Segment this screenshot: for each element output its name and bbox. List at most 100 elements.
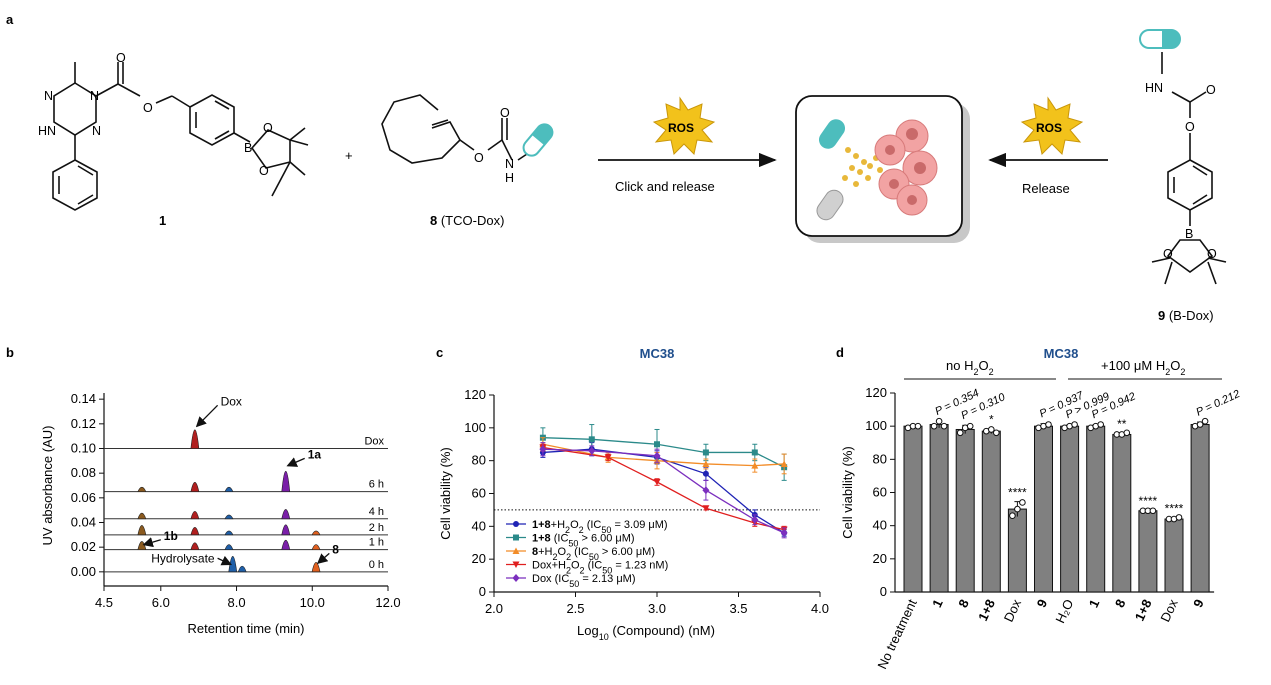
chromatogram-peak <box>137 512 147 520</box>
group-label-part: 2 <box>973 367 978 377</box>
replicate-point <box>935 417 943 425</box>
replicate-point <box>1071 421 1078 428</box>
data-point <box>751 462 759 469</box>
bar <box>1112 433 1132 593</box>
legend-entry-part: 8 <box>532 546 538 558</box>
x-tick-label: 6.0 <box>152 595 170 610</box>
legend-entry: Dox+H2O2 (IC50 = 1.23 nM) <box>532 560 668 576</box>
x-axis-label: Log10 (Compound) (nM) <box>577 623 715 642</box>
legend-entry-part: 50 <box>601 525 611 535</box>
legend-entry: 1+8 (IC50 > 6.00 μM) <box>532 533 635 549</box>
atom-label: H <box>505 171 514 185</box>
replicate-point <box>1014 505 1021 513</box>
group-label-part: no H <box>946 358 973 373</box>
legend-entry-part: 2 <box>553 552 558 562</box>
data-point <box>702 470 709 477</box>
replicate-point <box>1149 507 1157 515</box>
compound-8-label: 8 (TCO-Dox) <box>430 213 504 228</box>
x-axis-label-part: Log <box>577 623 599 638</box>
peak-annotation: Dox <box>221 394 242 408</box>
category-label: 1 <box>1086 597 1103 610</box>
legend-entry-part: 1+8 <box>532 519 551 531</box>
atom-label: HN <box>1145 81 1163 95</box>
legend-entry-part: (IC <box>552 573 570 585</box>
significance-stars: **** <box>1165 502 1184 516</box>
plus-sign: + <box>345 148 353 163</box>
chromatogram-peak <box>190 526 200 536</box>
replicate-point <box>1201 417 1209 425</box>
chromatogram-peak <box>281 524 291 536</box>
legend-entry-part: = 2.13 μM) <box>579 573 635 585</box>
y-tick-label: 0.04 <box>71 515 96 530</box>
atom-label: N <box>505 157 514 171</box>
replicate-point <box>940 422 948 430</box>
atom-label: N <box>92 124 101 138</box>
group-label: +100 μM H2O2 <box>1101 358 1185 377</box>
data-point <box>751 449 758 456</box>
chromatogram-peak <box>224 514 234 520</box>
replicate-point <box>993 429 1000 437</box>
legend-entry-part: 1+8 <box>532 533 551 545</box>
legend-entry-part: (IC <box>584 519 602 531</box>
cell-release-illustration <box>795 95 970 243</box>
replicate-point <box>1196 421 1204 428</box>
chromatogram-peak <box>190 510 200 520</box>
replicate-point <box>956 429 964 437</box>
data-point <box>588 436 595 443</box>
hplc-chart: 0.00 0.02 0.04 0.06 0.08 0.10 0.12 0.14 4.5 6.0 8.… <box>40 391 401 636</box>
atom-label: O <box>259 164 269 178</box>
legend-entry-part: (IC <box>585 560 603 572</box>
bar <box>1190 424 1210 593</box>
panel-c-letter: c <box>436 345 443 360</box>
ros-burst-right: ROS <box>1020 96 1084 156</box>
p-value-label: P = 0.212 <box>1194 388 1242 419</box>
category-label: 8 <box>1112 597 1129 610</box>
y-tick-label: 20 <box>472 551 486 566</box>
trace-label: 0 h <box>369 559 384 571</box>
atom-label: O <box>1207 247 1217 261</box>
legend-entry-part: = 3.09 μM) <box>611 519 667 531</box>
chromatogram-peak <box>311 562 321 573</box>
data-point <box>780 460 788 467</box>
group-label-part: 2 <box>1165 367 1170 377</box>
series-line <box>542 448 785 534</box>
group-label-part: +100 μM H <box>1101 358 1165 373</box>
y-tick-label: 0.14 <box>71 391 96 406</box>
data-point <box>654 441 660 448</box>
click-release-label: Click and release <box>615 179 715 194</box>
legend-entry-part: (IC <box>571 546 589 558</box>
atom-label: B <box>1185 227 1193 241</box>
category-label: No treatment <box>874 597 920 672</box>
legend-entry-part: 50 <box>589 552 599 562</box>
group-label-part: O <box>978 358 988 373</box>
y-tick-label: 40 <box>873 518 887 533</box>
data-point <box>512 574 520 582</box>
y-tick-label: 0 <box>880 584 887 599</box>
significance-stars: **** <box>1008 486 1027 500</box>
legend-entry-part: 2 <box>580 566 585 576</box>
bar <box>1164 518 1184 593</box>
group-label-part: 2 <box>1180 367 1185 377</box>
peak-annotation: Hydrolysate <box>151 551 215 565</box>
chromatogram-peak <box>190 429 200 449</box>
group-label: no H2O2 <box>946 358 994 377</box>
atom-label: B <box>244 141 252 155</box>
series-line <box>542 443 785 467</box>
atom-label: O <box>1185 120 1195 134</box>
annotation-arrow <box>195 404 219 428</box>
compound-9-number: 9 <box>1158 308 1165 323</box>
replicate-point <box>1019 499 1026 506</box>
atom-label: N <box>90 89 99 103</box>
data-point <box>653 451 661 460</box>
data-point <box>751 515 759 524</box>
chromatogram-peak <box>281 539 291 550</box>
y-tick-label: 0 <box>479 584 486 599</box>
viability-bar-chart: MC38 0 20 40 60 80 100 120 Cell viability (%) no … <box>840 346 1242 671</box>
legend-entry-part: 50 <box>568 539 578 549</box>
category-label: 9 <box>1034 597 1051 610</box>
legend-entry-part: O <box>558 546 567 558</box>
bar <box>929 424 949 593</box>
atom-label: O <box>143 101 153 115</box>
chart-title: MC38 <box>1044 346 1079 361</box>
compound-9-suffix: (B-Dox) <box>1165 308 1213 323</box>
